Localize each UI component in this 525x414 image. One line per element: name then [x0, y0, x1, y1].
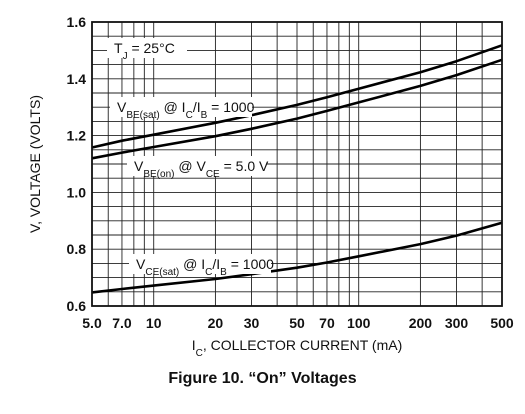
series-line-3 [91, 221, 503, 294]
x-tick-label: 20 [208, 315, 224, 331]
annotation-backdrop [129, 254, 271, 274]
x-tick-label: 50 [289, 315, 305, 331]
x-tick-label: 10 [146, 315, 162, 331]
curves [91, 44, 503, 294]
annotation-backdrop [110, 97, 252, 117]
annotation-backdrop [107, 38, 187, 58]
x-tick-label: 500 [490, 315, 514, 331]
y-tick-label: 0.6 [67, 298, 87, 314]
annotation-vbe-sat: VBE(sat) @ IC/IB = 1000 [117, 99, 255, 121]
chart-svg: 5.0 7.0 10 20 30 50 70 100 200 300 500 0.6 0.8 1.0 1.… [27, 14, 514, 359]
y-tick-label: 1.4 [67, 71, 87, 87]
annotations: TJ = 25°C VBE(sat) @ IC/IB = 1000 VBE(on) … [107, 38, 274, 278]
x-tick-label: 5.0 [82, 315, 102, 331]
x-tick-label: 200 [409, 315, 433, 331]
x-tick-label: 300 [445, 315, 469, 331]
x-tick-labels: 5.0 7.0 10 20 30 50 70 100 200 300 500 [82, 315, 514, 331]
x-axis-title: IC, COLLECTOR CURRENT (mA) [192, 337, 403, 359]
y-tick-label: 1.6 [67, 14, 87, 30]
x-tick-label: 70 [319, 315, 335, 331]
annotation-backdrop [127, 156, 266, 176]
grid-lines [92, 22, 502, 306]
y-tick-labels: 0.6 0.8 1.0 1.2 1.4 1.6 [67, 14, 87, 314]
x-tick-label: 7.0 [112, 315, 132, 331]
x-tick-label: 100 [347, 315, 371, 331]
annotation-tj: TJ = 25°C [114, 40, 175, 62]
x-tick-label: 30 [244, 315, 260, 331]
series-line-1 [91, 44, 503, 149]
plot-border [91, 21, 503, 307]
y-axis-title: V, VOLTAGE (VOLTS) [27, 95, 43, 233]
axis-titles: IC, COLLECTOR CURRENT (mA) V, VOLTAGE (VO… [27, 95, 402, 358]
series-line-2 [91, 58, 503, 160]
figure-caption: Figure 10. “On” Voltages [168, 370, 357, 387]
y-tick-label: 1.2 [67, 128, 87, 144]
annotation-vbe-on: VBE(on) @ VCE = 5.0 V [134, 158, 269, 180]
annotation-vce-sat: VCE(sat) @ IC/IB = 1000 [136, 256, 274, 278]
y-tick-label: 0.8 [67, 241, 87, 257]
plot-frame [91, 21, 503, 307]
y-tick-label: 1.0 [67, 184, 87, 200]
